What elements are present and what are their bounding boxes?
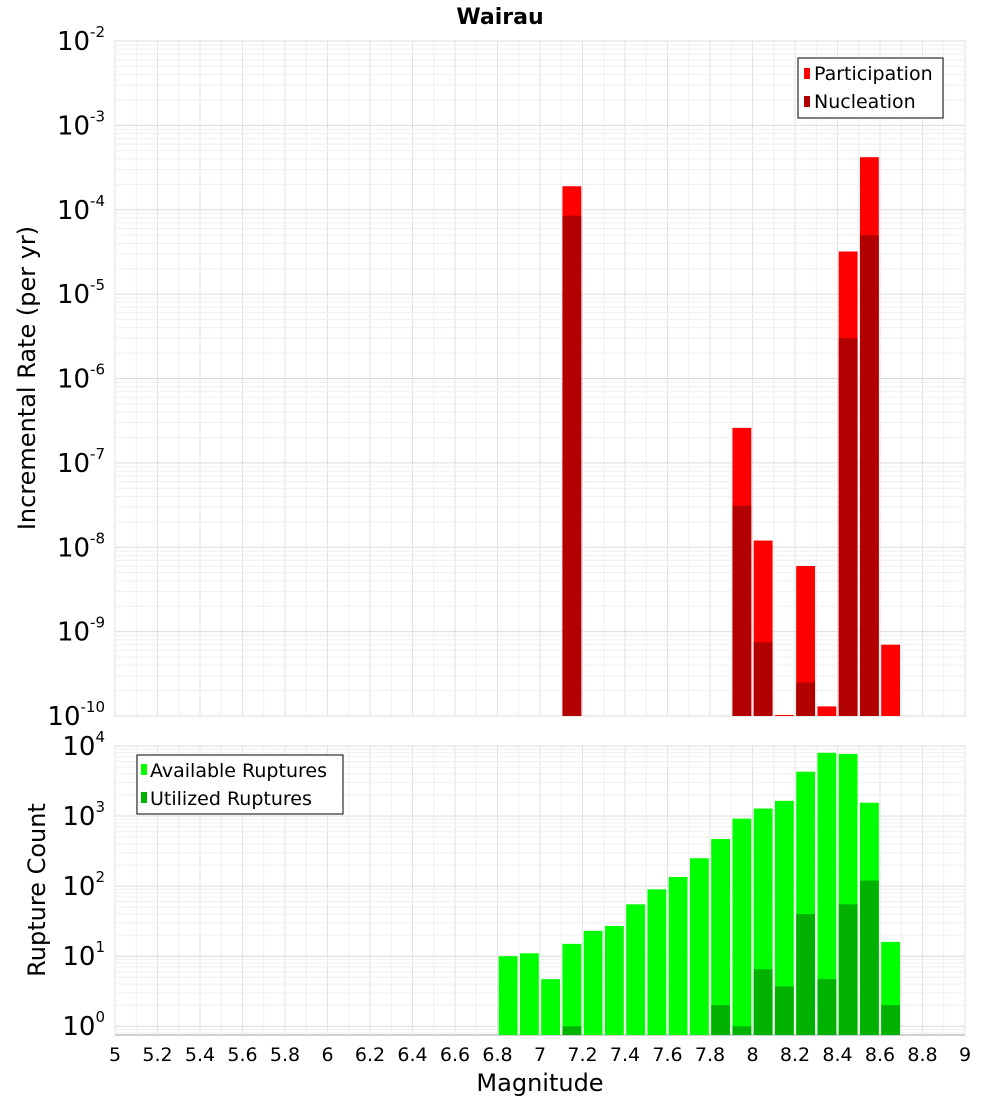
count-legend: Available Ruptures Utilized Ruptures (136, 754, 344, 815)
bar-nucleation (796, 682, 816, 716)
bar-utilized-ruptures (817, 979, 837, 1035)
bar-utilized-ruptures (753, 969, 773, 1035)
bar-nucleation (562, 215, 582, 717)
x-tick-label: 7.4 (610, 1044, 640, 1066)
count-y-axis-label: Rupture Count (23, 803, 51, 977)
x-axis-label: Magnitude (476, 1069, 603, 1097)
x-tick-label: 7 (534, 1044, 546, 1066)
x-tick-label: 7.2 (567, 1044, 597, 1066)
rate-panel: 10-2 10-3 10-4 10-5 10-6 10-7 10-8 10-9 10-10 In… (13, 23, 966, 732)
x-tick-label: 5.8 (270, 1044, 300, 1066)
y-tick-label: 10-2 (57, 23, 105, 57)
y-tick-label: 10-6 (57, 361, 105, 395)
y-tick-label: 10-4 (57, 192, 105, 226)
y-tick-label: 104 (62, 728, 105, 762)
bar-available-ruptures (604, 925, 624, 1035)
bar-utilized-ruptures (732, 1026, 752, 1035)
bar-available-ruptures (498, 956, 518, 1035)
legend-swatch-utilized (141, 792, 147, 803)
x-tick-label: 8.6 (865, 1044, 895, 1066)
y-tick-label: 10-7 (57, 445, 105, 479)
bar-available-ruptures (732, 818, 752, 1035)
x-tick-label: 7.6 (652, 1044, 682, 1066)
bar-available-ruptures (562, 943, 582, 1035)
x-tick-label: 6.2 (355, 1044, 385, 1066)
y-tick-label: 10-3 (57, 107, 105, 141)
x-tick-label: 6.4 (397, 1044, 427, 1066)
legend-label-utilized: Utilized Ruptures (150, 788, 312, 810)
legend-swatch-nucleation (804, 96, 810, 107)
x-tick-label: 6.8 (482, 1044, 512, 1066)
bar-utilized-ruptures (881, 1005, 901, 1035)
count-bars (498, 752, 901, 1035)
legend-label-participation: Participation (814, 63, 933, 85)
x-tick-label: 8.2 (780, 1044, 810, 1066)
y-tick-label: 100 (62, 1008, 105, 1042)
bar-participation (817, 706, 837, 716)
bar-nucleation (753, 642, 773, 716)
x-tick-label: 8 (746, 1044, 758, 1066)
y-tick-label: 10-5 (57, 276, 105, 310)
bar-available-ruptures (689, 858, 709, 1035)
x-tick-label: 7.8 (695, 1044, 725, 1066)
bar-participation (774, 715, 794, 716)
bar-nucleation (732, 505, 752, 716)
bar-utilized-ruptures (711, 1005, 731, 1035)
bar-utilized-ruptures (796, 914, 816, 1035)
rate-y-tick-labels: 10-2 10-3 10-4 10-5 10-6 10-7 10-8 10-9 10-10 (47, 23, 105, 732)
x-tick-label: 6 (321, 1044, 333, 1066)
bar-utilized-ruptures (774, 986, 794, 1035)
rate-y-axis-label: Incremental Rate (per yr) (13, 226, 41, 530)
bar-utilized-ruptures (838, 904, 858, 1035)
x-tick-label: 5.4 (185, 1044, 215, 1066)
rate-legend-box (797, 57, 944, 119)
x-tick-label: 8.8 (907, 1044, 937, 1066)
bar-participation (881, 644, 901, 716)
bar-available-ruptures (519, 953, 539, 1035)
bar-available-ruptures (711, 839, 731, 1035)
y-tick-label: 10-10 (47, 698, 105, 732)
rate-legend: Participation Nucleation (797, 57, 944, 119)
bar-available-ruptures (541, 979, 561, 1035)
legend-label-available: Available Ruptures (150, 760, 327, 782)
x-tick-label: 9 (959, 1044, 971, 1066)
y-tick-label: 103 (62, 798, 105, 832)
x-tick-label: 5.2 (142, 1044, 172, 1066)
y-tick-label: 10-9 (57, 614, 105, 648)
bar-utilized-ruptures (859, 880, 879, 1035)
bar-available-ruptures (817, 752, 837, 1035)
bar-available-ruptures (583, 930, 603, 1035)
legend-swatch-participation (804, 68, 810, 79)
bar-available-ruptures (647, 889, 667, 1035)
y-tick-label: 102 (62, 868, 105, 902)
count-legend-box (136, 754, 344, 815)
bar-nucleation (838, 338, 858, 716)
bar-participation (796, 565, 816, 716)
chart-title: Wairau (456, 5, 543, 30)
count-y-tick-labels: 104 103 102 101 100 (62, 728, 105, 1042)
x-tick-label: 5 (109, 1044, 121, 1066)
x-tick-label: 5.6 (227, 1044, 257, 1066)
bar-available-ruptures (626, 904, 646, 1035)
magnitude-tick-labels: 5 5.2 5.4 5.6 5.8 6 6.2 6.4 6.6 6.8 7 7.2 7.4 7.6 7.8 8… (109, 1044, 971, 1066)
bar-available-ruptures (668, 876, 688, 1035)
y-tick-label: 10-8 (57, 529, 105, 563)
bar-nucleation (859, 235, 879, 716)
rate-gridlines (114, 40, 966, 717)
x-tick-label: 8.4 (822, 1044, 852, 1066)
count-panel: 104 103 102 101 100 5 5.2 5.4 5.6 5.8 6 6.2 6.4 6.6 6… (23, 728, 971, 1097)
legend-swatch-available (141, 764, 147, 775)
legend-label-nucleation: Nucleation (814, 91, 916, 113)
rate-bars (562, 157, 901, 717)
y-tick-label: 101 (62, 938, 105, 972)
bar-available-ruptures (774, 800, 794, 1035)
bar-utilized-ruptures (562, 1026, 582, 1035)
x-tick-label: 6.6 (440, 1044, 470, 1066)
